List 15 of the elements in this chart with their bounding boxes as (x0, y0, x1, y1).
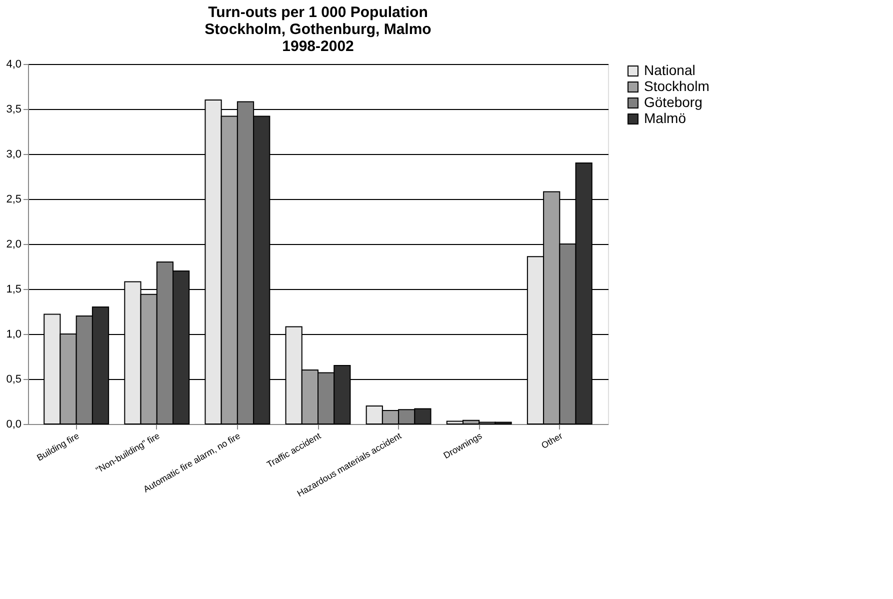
legend-label: Stockholm (644, 78, 710, 94)
x-tick-label: Other (540, 430, 564, 451)
y-tick-label: 1,5 (6, 284, 22, 296)
legend-label: Malmö (644, 110, 686, 126)
chart-title: Turn-outs per 1 000 Population Stockholm, Gothenburg, Malmo 1998-2002 (204, 4, 432, 55)
y-tick-label: 0,0 (6, 418, 22, 430)
y-tick-label: 2,0 (6, 238, 22, 250)
legend-label: Göteborg (644, 94, 702, 110)
legend-label: National (644, 62, 696, 78)
y-tick-label: 0,5 (6, 374, 22, 386)
y-tick-label: 3,5 (6, 104, 22, 116)
y-tick-label: 1,0 (6, 328, 22, 340)
y-tick-label: 2,5 (6, 194, 22, 206)
y-tick-label: 4,0 (6, 58, 22, 70)
y-tick-label: 3,0 (6, 148, 22, 160)
